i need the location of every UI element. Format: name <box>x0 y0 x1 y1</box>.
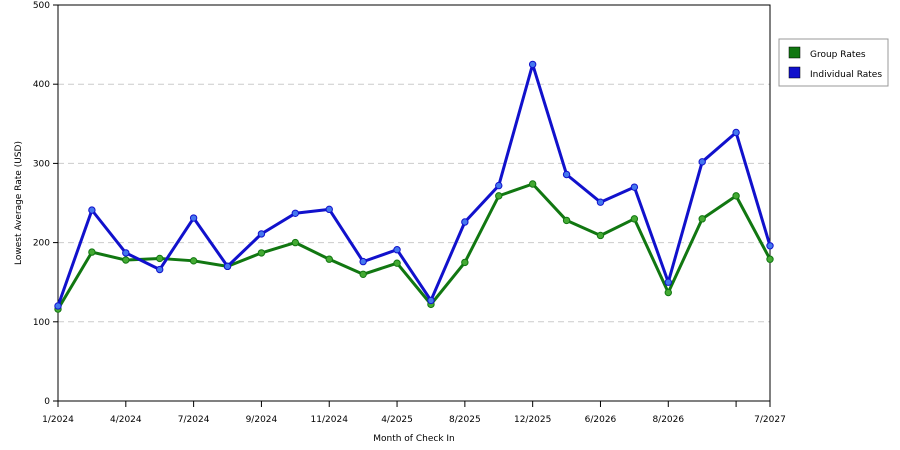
y-tick-label: 300 <box>33 159 50 169</box>
x-tick-label: 7/2027 <box>754 415 786 425</box>
data-point-individual-rates <box>189 214 198 222</box>
series-layer <box>54 60 774 313</box>
y-tick-label: 400 <box>33 80 50 90</box>
data-point-group-rates <box>528 180 537 188</box>
data-point-group-rates <box>495 192 503 200</box>
legend-label-group-rates: Group Rates <box>810 50 866 60</box>
data-point-individual-rates <box>257 230 266 238</box>
data-point-group-rates <box>766 255 774 263</box>
legend: Group Rates Individual Rates <box>778 38 889 87</box>
x-tick-label: 12/2025 <box>514 415 551 425</box>
x-tick-label: 4/2025 <box>381 415 413 425</box>
data-point-individual-rates <box>528 60 537 69</box>
data-point-group-rates <box>630 215 639 223</box>
data-point-individual-rates <box>495 181 503 190</box>
y-axis-title: Lowest Average Rate (USD) <box>14 141 24 265</box>
data-point-group-rates <box>393 259 401 267</box>
plot-area <box>57 4 771 402</box>
data-point-individual-rates <box>630 183 639 191</box>
data-point-group-rates <box>359 270 367 278</box>
data-point-individual-rates <box>698 158 706 166</box>
x-tick-label: 1/2024 <box>42 415 74 425</box>
x-tick-label: 11/2024 <box>311 415 349 425</box>
data-point-group-rates <box>257 249 266 257</box>
x-tick-label: 8/2025 <box>449 415 481 425</box>
data-point-group-rates <box>88 248 96 256</box>
data-point-individual-rates <box>359 257 367 266</box>
data-point-individual-rates <box>54 302 62 310</box>
data-point-group-rates <box>291 238 300 247</box>
legend-label-individual-rates: Individual Rates <box>810 70 882 80</box>
data-point-individual-rates <box>427 296 435 305</box>
data-point-group-rates <box>732 192 740 200</box>
data-point-individual-rates <box>88 206 96 214</box>
data-point-individual-rates <box>325 205 333 214</box>
data-point-group-rates <box>596 231 605 240</box>
x-tick-label: 4/2024 <box>110 415 142 425</box>
x-tick-label: 8/2026 <box>652 415 684 425</box>
data-point-individual-rates <box>122 249 130 257</box>
x-axis: 1/2024 4/2024 7/2024 9/2024 11/2024 4/2025 8/2… <box>42 401 786 425</box>
data-point-individual-rates <box>223 262 232 271</box>
series-line-group-rates <box>56 182 772 310</box>
series-line-individual-rates <box>56 62 772 307</box>
data-point-individual-rates <box>291 209 300 217</box>
y-tick-label: 500 <box>33 1 50 11</box>
data-point-group-rates <box>122 256 130 264</box>
data-point-group-rates <box>189 257 198 265</box>
data-point-group-rates <box>325 255 333 263</box>
data-point-individual-rates <box>393 246 401 254</box>
data-point-group-rates <box>664 288 672 297</box>
x-tick-label: 9/2024 <box>246 415 278 425</box>
data-point-individual-rates <box>664 278 672 286</box>
data-point-group-rates <box>156 254 164 263</box>
data-point-individual-rates <box>596 198 605 206</box>
data-point-group-rates <box>562 216 571 225</box>
x-tick-label: 6/2026 <box>585 415 617 425</box>
legend-swatch-individual-rates <box>788 66 801 79</box>
y-tick-label: 200 <box>33 239 50 249</box>
data-point-individual-rates <box>156 265 164 274</box>
y-tick-label: 100 <box>33 318 50 328</box>
data-point-individual-rates <box>766 242 774 250</box>
data-point-group-rates <box>698 215 706 223</box>
data-point-individual-rates <box>562 170 571 179</box>
y-axis: 0 100 200 300 400 500 <box>33 1 58 407</box>
x-axis-title: Month of Check In <box>373 434 455 444</box>
data-point-individual-rates <box>732 128 740 137</box>
grid-lines <box>58 83 770 323</box>
x-tick-label: 7/2024 <box>178 415 210 425</box>
y-tick-label: 0 <box>44 397 50 407</box>
legend-swatch-group-rates <box>788 46 801 59</box>
data-point-individual-rates <box>461 218 469 226</box>
data-point-group-rates <box>461 258 469 267</box>
